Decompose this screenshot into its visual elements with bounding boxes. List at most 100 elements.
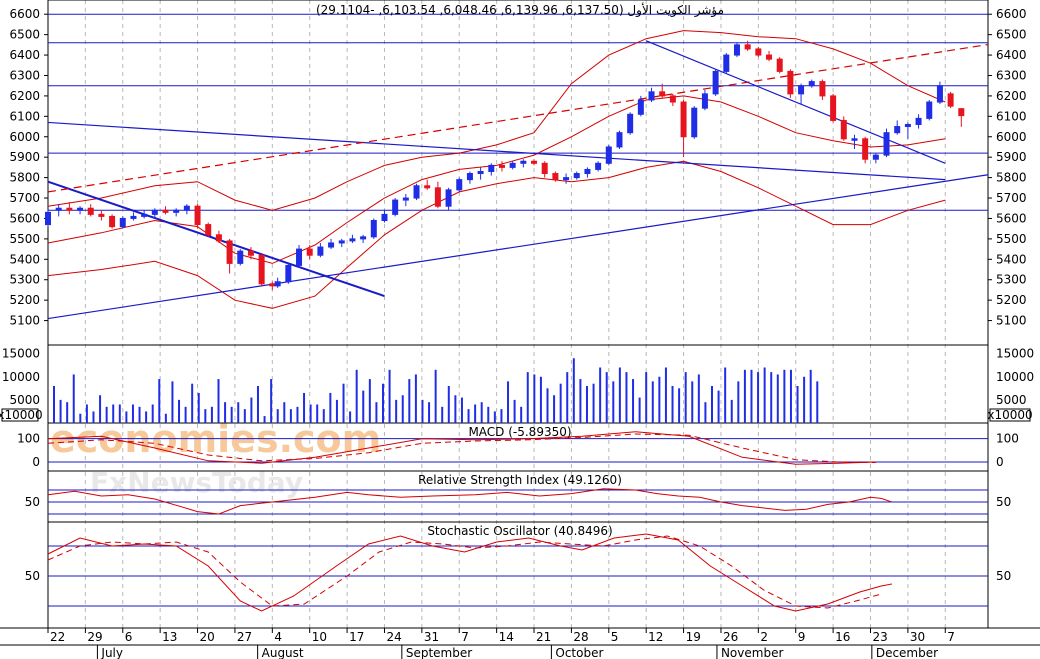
month-label: September bbox=[406, 646, 472, 659]
volume-tick-label-left: 15000 bbox=[2, 347, 40, 361]
x-tick-label: 17 bbox=[349, 630, 364, 644]
candle-body bbox=[926, 101, 933, 119]
rsi-title: Relative Strength Index (49.1260) bbox=[418, 473, 622, 487]
candle-body bbox=[205, 224, 212, 236]
x-tick-label: 24 bbox=[386, 630, 401, 644]
x-tick-label: 12 bbox=[648, 630, 663, 644]
macd-title: MACD (-5.89350) bbox=[468, 425, 571, 439]
candle-body bbox=[55, 207, 62, 211]
month-label: November bbox=[721, 646, 783, 659]
x-tick-label: 5 bbox=[611, 630, 619, 644]
x-tick-label: 6 bbox=[125, 630, 133, 644]
candle-body bbox=[541, 162, 548, 175]
x-tick-label: 29 bbox=[87, 630, 102, 644]
candle-body bbox=[915, 117, 922, 126]
candle-body bbox=[498, 164, 505, 168]
candle-body bbox=[958, 108, 965, 117]
volume-tick-label-right: 10000 bbox=[996, 370, 1034, 384]
macd-tick-label-left: 100 bbox=[17, 432, 40, 446]
x-tick-label: 7 bbox=[947, 630, 955, 644]
price-tick-label-left: 6600 bbox=[9, 7, 40, 21]
candle-body bbox=[563, 177, 570, 181]
volume-tick-label-left: 10000 bbox=[2, 370, 40, 384]
candle-body bbox=[456, 179, 463, 191]
volume-unit-box-right bbox=[989, 408, 1031, 422]
panel-border-price bbox=[47, 0, 989, 346]
candle-body bbox=[285, 264, 292, 283]
candle-body bbox=[648, 91, 655, 101]
candle-body bbox=[215, 234, 222, 242]
candle-body bbox=[595, 162, 602, 170]
candle-body bbox=[947, 93, 954, 107]
candle-body bbox=[477, 170, 484, 175]
stochastic-title: Stochastic Oscillator (40.8496) bbox=[427, 524, 612, 538]
price-tick-label-left: 6400 bbox=[9, 48, 40, 62]
candle-body bbox=[787, 70, 794, 95]
candle-body bbox=[616, 132, 623, 148]
candle-body bbox=[258, 254, 265, 285]
candle-body bbox=[605, 146, 612, 164]
candle-body bbox=[520, 160, 527, 164]
month-label: December bbox=[876, 646, 938, 659]
price-tick-label-right: 5700 bbox=[996, 191, 1027, 205]
candle-body bbox=[488, 164, 495, 172]
candle-body bbox=[402, 197, 409, 201]
candle-body bbox=[819, 81, 826, 97]
candle-body bbox=[360, 236, 367, 240]
candle-body bbox=[296, 248, 303, 266]
month-label: August bbox=[262, 646, 304, 659]
x-tick-label: 28 bbox=[573, 630, 588, 644]
candle-body bbox=[306, 248, 313, 256]
candle-body bbox=[119, 217, 126, 228]
volume-tick-label-right: 15000 bbox=[996, 347, 1034, 361]
candle-body bbox=[151, 209, 158, 215]
price-tick-label-left: 6500 bbox=[9, 28, 40, 42]
price-tick-label-right: 5900 bbox=[996, 150, 1027, 164]
x-tick-label: 20 bbox=[200, 630, 215, 644]
x-tick-label: 30 bbox=[910, 630, 925, 644]
price-tick-label-left: 5700 bbox=[9, 191, 40, 205]
candle-body bbox=[370, 219, 377, 238]
volume-unit-label-right: x10000 bbox=[987, 408, 1032, 422]
candle-body bbox=[141, 213, 148, 217]
candle-body bbox=[872, 154, 879, 160]
candle-body bbox=[851, 138, 858, 141]
candle-body bbox=[247, 250, 254, 256]
price-tick-label-right: 5100 bbox=[996, 314, 1027, 328]
candle-body bbox=[183, 205, 190, 211]
price-tick-label-left: 6100 bbox=[9, 109, 40, 123]
candle-body bbox=[226, 240, 233, 264]
x-tick-label: 7 bbox=[461, 630, 469, 644]
candle-body bbox=[274, 281, 281, 287]
candle-body bbox=[830, 95, 837, 121]
trendline-1 bbox=[47, 121, 946, 181]
price-tick-label-right: 5500 bbox=[996, 232, 1027, 246]
stochastic-series-1 bbox=[47, 535, 882, 609]
candle-body bbox=[98, 213, 105, 217]
x-tick-label: 9 bbox=[798, 630, 806, 644]
volume-unit-label-left: x10000 bbox=[0, 408, 43, 422]
candle-body bbox=[883, 132, 890, 156]
candle-body bbox=[894, 126, 901, 134]
price-chart-title: مؤشر الكويت الأول (6,137.50, 6,139.96, 6… bbox=[316, 2, 724, 18]
candle-body bbox=[413, 185, 420, 199]
candle-body bbox=[862, 138, 869, 160]
candle-body bbox=[936, 85, 943, 103]
x-tick-label: 13 bbox=[162, 630, 177, 644]
price-tick-label-right: 6500 bbox=[996, 28, 1027, 42]
candle-body bbox=[509, 162, 516, 168]
candle-body bbox=[87, 207, 94, 215]
price-tick-label-left: 5100 bbox=[9, 314, 40, 328]
bollinger-upper-line bbox=[47, 30, 946, 211]
candle-body bbox=[680, 101, 687, 138]
bollinger-lower-line bbox=[47, 160, 946, 309]
macd-tick-label-right: 100 bbox=[996, 432, 1019, 446]
candle-body bbox=[659, 91, 666, 97]
candle-body bbox=[130, 215, 137, 219]
candle-body bbox=[552, 173, 559, 181]
rsi-series-0 bbox=[47, 488, 893, 515]
candle-body bbox=[669, 95, 676, 103]
price-tick-label-left: 5900 bbox=[9, 150, 40, 164]
candle-body bbox=[904, 124, 911, 128]
